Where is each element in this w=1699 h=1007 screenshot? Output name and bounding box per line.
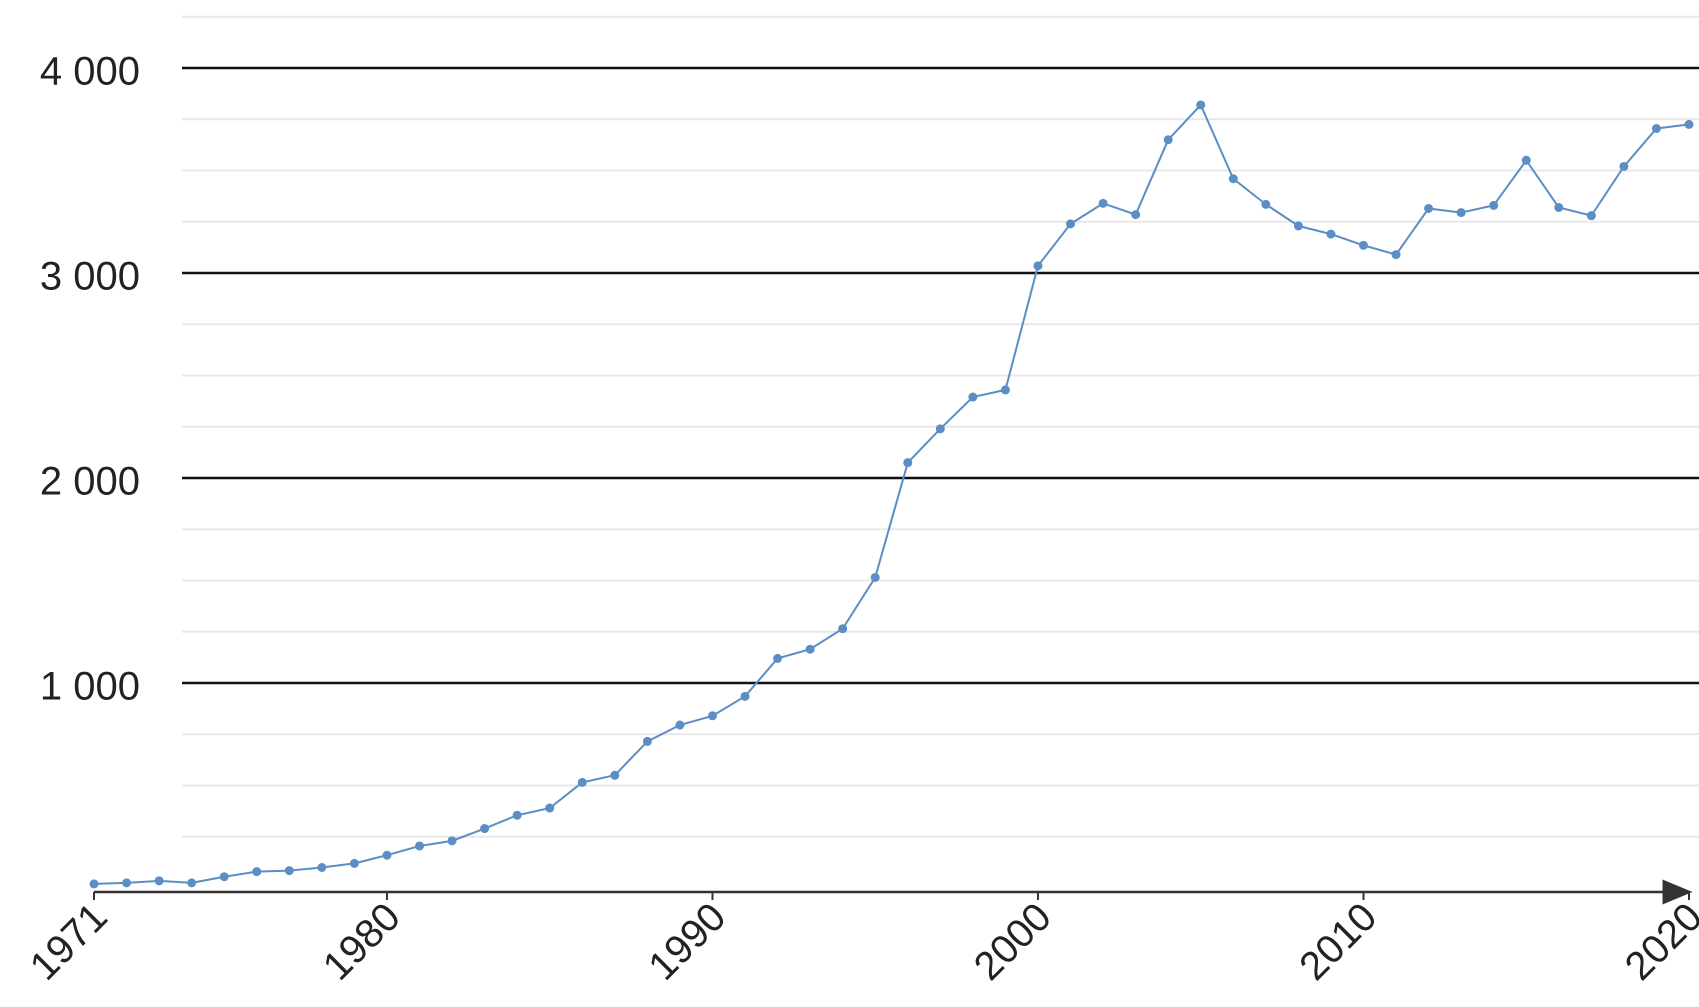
data-point [284,866,294,876]
y-tick-label: 3 000 [40,255,140,299]
data-point [1684,119,1694,129]
data-point [89,879,99,889]
x-tick-label: 2000 [966,895,1060,989]
x-tick-label: 1980 [315,895,409,989]
data-point [1619,161,1629,171]
data-point [870,572,880,582]
data-point [1066,219,1076,229]
data-point [1131,210,1141,220]
data-point [577,777,587,787]
data-point [1326,229,1336,239]
data-point [610,770,620,780]
data-point [382,850,392,860]
data-point [1196,100,1206,110]
data-point [1293,221,1303,231]
data-point [154,876,164,886]
data-point [415,841,425,851]
x-tick-label: 2020 [1617,895,1699,989]
data-point [480,824,490,834]
series-line [93,103,1690,885]
data-point [1391,250,1401,260]
data-point [545,803,555,813]
data-point [1489,200,1499,210]
data-point [805,644,815,654]
data-point [349,858,359,868]
data-point [447,836,457,846]
data-point [642,736,652,746]
data-point [675,720,685,730]
data-point [219,872,229,882]
data-point [1456,208,1466,218]
data-point [1651,124,1661,134]
data-point [935,424,945,434]
data-point [512,810,522,820]
data-point [903,458,913,468]
data-point [1163,135,1173,145]
data-point [968,392,978,402]
data-point [838,624,848,634]
data-point [252,867,262,877]
data-point [1554,202,1564,212]
y-tick-label: 1 000 [40,665,140,709]
data-point [317,863,327,873]
y-tick-label: 4 000 [40,50,140,94]
data-point [773,653,783,663]
y-tick-label: 2 000 [40,460,140,504]
data-point [1228,174,1238,184]
x-tick-label: 1990 [640,895,734,989]
data-point [707,711,717,721]
data-point [740,691,750,701]
x-tick-label: 1971 [22,895,116,989]
data-point [187,878,197,888]
x-tick-label: 2010 [1291,895,1385,989]
data-point [1261,199,1271,209]
data-point [1586,211,1596,221]
data-point [1358,240,1368,250]
data-point [1521,155,1531,165]
data-point [122,878,132,888]
data-point [1098,198,1108,208]
data-point [1033,261,1043,271]
data-point [1424,203,1434,213]
data-point [1000,385,1010,395]
